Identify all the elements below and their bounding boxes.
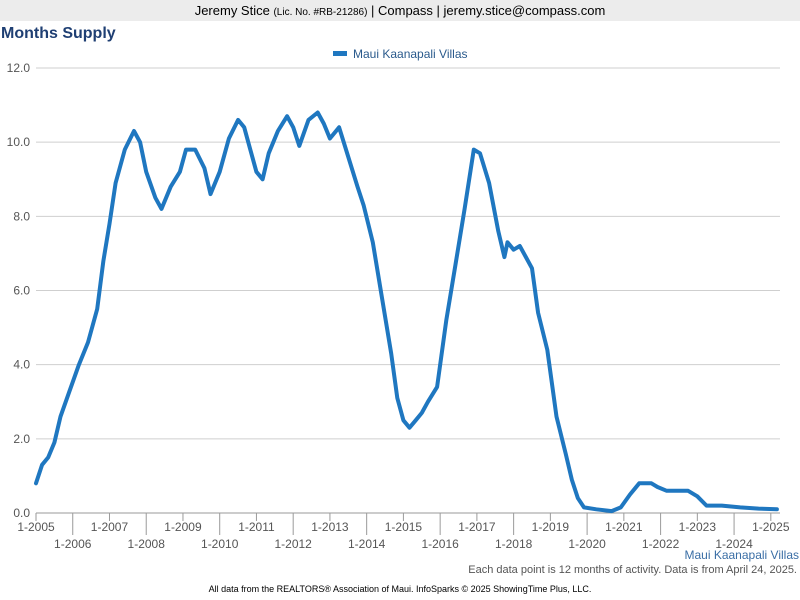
x-tick-label: 1-2021 [605,520,643,534]
series-line-maui-kaanapali-villas [34,110,779,514]
x-tick-label: 1-2007 [91,520,129,534]
agent-name: Jeremy Stice [194,3,270,18]
legend-swatch [333,51,347,56]
x-tick-label: 1-2017 [458,520,496,534]
y-tick-label: 8.0 [13,209,30,223]
legend[interactable]: Maui Kaanapali Villas [333,47,468,61]
y-tick-labels: 0.0 2.0 4.0 6.0 8.0 10.0 12.0 [7,61,31,520]
y-tick-label: 6.0 [13,284,30,298]
page-title: Months Supply [1,25,116,42]
x-tick-label: 1-2011 [238,520,275,534]
license-number: (Lic. No. #RB-21286) [273,7,368,18]
bottom-legend: Maui Kaanapali Villas [684,548,799,562]
x-tick-label: 1-2022 [642,537,680,551]
x-tick-label: 1-2016 [421,537,459,551]
x-tick-label: 1-2013 [311,520,349,534]
footnote: Each data point is 12 months of activity… [468,564,797,576]
y-tick-label: 4.0 [13,358,30,372]
y-tick-label: 12.0 [7,61,31,75]
x-tick-label: 1-2014 [348,537,386,551]
x-tick-label: 1-2025 [752,520,790,534]
y-gridlines [36,67,780,514]
company-email: | Compass | jeremy.stice@compass.com [367,3,606,18]
x-tick-label: 1-2023 [679,520,717,534]
x-tick-label: 1-2006 [54,537,92,551]
x-axis: 1-2005 1-2006 1-2007 1-2008 1-2009 1-2010 1-20… [17,513,790,551]
x-tick-label: 1-2012 [274,537,312,551]
data-credit: All data from the REALTORS® Association … [208,584,592,594]
x-tick-label: 1-2015 [385,520,423,534]
x-tick-label: 1-2010 [201,537,239,551]
y-tick-label: 2.0 [13,432,30,446]
x-tick-label: 1-2008 [128,537,166,551]
y-tick-label: 0.0 [13,506,30,520]
x-tick-label: 1-2024 [715,537,753,551]
legend-label[interactable]: Maui Kaanapali Villas [353,47,468,61]
x-tick-label: 1-2018 [495,537,533,551]
series-label-bottom: Maui Kaanapali Villas [684,548,799,562]
x-tick-label: 1-2009 [164,520,202,534]
x-tick-label: 1-2019 [532,520,570,534]
y-tick-label: 10.0 [7,135,31,149]
series-layer [34,110,779,514]
x-tick-label: 1-2005 [17,520,55,534]
x-tick-label: 1-2020 [568,537,606,551]
agent-header: Jeremy Stice (Lic. No. #RB-21286) | Comp… [0,0,800,21]
